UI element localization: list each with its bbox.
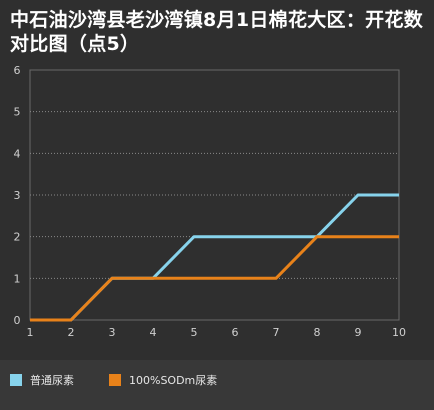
legend-label: 100%SODm尿素	[129, 374, 218, 387]
y-tick-label: 6	[14, 64, 21, 77]
x-tick-label: 4	[150, 326, 157, 339]
y-tick-label: 3	[14, 189, 21, 202]
x-tick-label: 9	[355, 326, 362, 339]
series-line-2	[30, 235, 399, 322]
legend-swatch	[10, 374, 22, 386]
x-tick-label: 3	[109, 326, 116, 339]
x-tick-label: 1	[27, 326, 34, 339]
legend-item-series-1: 普通尿素	[10, 372, 74, 388]
legend: 普通尿素 100%SODm尿素	[0, 360, 434, 410]
y-tick-label: 1	[14, 272, 21, 285]
y-tick-label: 0	[14, 314, 21, 327]
legend-swatch	[109, 374, 121, 386]
x-tick-label: 6	[232, 326, 239, 339]
legend-label: 普通尿素	[30, 374, 74, 387]
x-tick-label: 2	[68, 326, 75, 339]
y-tick-label: 4	[14, 147, 21, 160]
y-tick-label: 2	[14, 231, 21, 244]
series-line-1	[30, 193, 399, 322]
x-tick-label: 10	[392, 326, 406, 339]
x-tick-label: 5	[191, 326, 198, 339]
legend-item-series-2: 100%SODm尿素	[109, 372, 217, 388]
x-tick-label: 7	[273, 326, 280, 339]
x-tick-label: 8	[314, 326, 321, 339]
y-tick-label: 5	[14, 106, 21, 119]
plot-frame	[29, 69, 400, 321]
chart-title: 中石油沙湾县老沙湾镇8月1日棉花大区：开花数对比图（点5）	[10, 9, 424, 55]
